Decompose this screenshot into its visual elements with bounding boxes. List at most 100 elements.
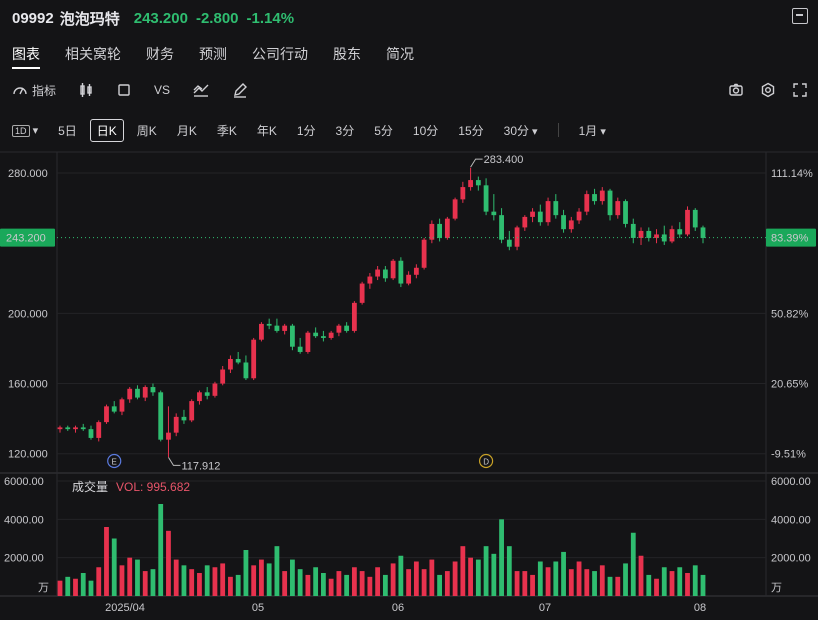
period-selector[interactable]: 1D	[12, 123, 38, 137]
volume-bar	[413, 561, 419, 596]
settings-icon[interactable]	[760, 82, 776, 98]
volume-bar	[328, 578, 334, 596]
volume-bar	[127, 557, 133, 596]
volume-bar	[599, 565, 605, 596]
candle-body	[413, 267, 419, 275]
x-axis-label: 05	[252, 602, 264, 614]
volume-bar	[700, 574, 706, 596]
volume-bar	[646, 574, 652, 596]
period-3[interactable]: 月K	[176, 123, 197, 138]
tab-6[interactable]: 简况	[386, 46, 414, 62]
indicator-label: 指标	[32, 83, 57, 98]
volume-bar	[282, 571, 288, 596]
period-separator	[557, 123, 559, 137]
period-4[interactable]: 季K	[216, 123, 237, 138]
volume-bar	[452, 561, 458, 596]
volume-bar	[375, 567, 381, 596]
candle-body	[104, 406, 109, 423]
volume-bar	[135, 559, 140, 596]
period-1[interactable]: 日K	[89, 118, 124, 142]
volume-bar	[576, 561, 582, 596]
volume-bar	[228, 576, 233, 596]
current-price: 243.200	[133, 9, 188, 27]
period-0[interactable]: 5日	[58, 123, 77, 138]
compare-button[interactable]: VS	[154, 83, 170, 97]
candle-body	[127, 388, 133, 400]
volume-bar	[398, 555, 404, 596]
volume-bar	[553, 561, 559, 596]
volume-tick-label: 6000.00	[4, 476, 44, 488]
period-7[interactable]: 3分	[335, 123, 355, 138]
candle-body	[545, 201, 551, 223]
period-9[interactable]: 10分	[412, 123, 439, 138]
period-5[interactable]: 年K	[256, 123, 277, 138]
fullscreen-icon[interactable]	[792, 82, 808, 98]
volume-bar	[537, 561, 543, 596]
indicator-button[interactable]: 指标	[12, 82, 56, 99]
tab-1[interactable]: 相关窝轮	[65, 46, 121, 62]
candle-body	[111, 406, 117, 412]
volume-bar	[104, 527, 109, 596]
volume-bar	[305, 574, 311, 596]
candle-body	[468, 180, 473, 188]
candle-body	[553, 201, 559, 216]
exit-icon[interactable]	[792, 8, 808, 24]
candle-body	[607, 190, 613, 216]
candle-body	[150, 387, 156, 393]
stock-name: 泡泡玛特	[59, 10, 120, 28]
candle-body	[685, 209, 690, 235]
volume-bar	[475, 559, 481, 596]
tab-3[interactable]: 预测	[199, 46, 227, 62]
candle-body	[259, 323, 264, 340]
tab-0[interactable]: 图表	[12, 46, 40, 62]
period-8[interactable]: 5分	[374, 123, 393, 138]
candle-body	[375, 269, 381, 277]
range-selector[interactable]: 1月	[579, 122, 606, 139]
volume-bar	[320, 573, 326, 596]
vs-label: VS	[154, 83, 171, 97]
active-tab-indicator	[12, 67, 40, 69]
square-button[interactable]	[116, 82, 132, 98]
camera-icon[interactable]	[728, 82, 744, 98]
period-11[interactable]: 30分	[504, 122, 538, 139]
volume-bar	[406, 569, 412, 596]
volume-bar	[119, 565, 125, 596]
candle-body	[499, 215, 504, 240]
candle-body	[305, 332, 311, 352]
volume-bar	[615, 576, 621, 596]
candle-body	[646, 230, 652, 238]
candle-body	[220, 369, 226, 384]
volume-bar	[421, 569, 427, 596]
volume-bar	[382, 574, 388, 596]
candle-body	[266, 323, 272, 326]
candle-body	[282, 325, 288, 331]
x-axis-label: 08	[694, 602, 706, 614]
event-marker-label: D	[483, 458, 489, 467]
period-6[interactable]: 1分	[296, 123, 316, 138]
candle-body	[73, 427, 78, 430]
volume-bar	[545, 567, 551, 596]
candle-body	[452, 199, 458, 219]
period-2[interactable]: 周K	[136, 123, 157, 138]
tab-5[interactable]: 股东	[333, 46, 361, 62]
candle-body	[359, 283, 365, 303]
volume-bar	[437, 574, 443, 596]
pencil-button[interactable]	[232, 82, 248, 98]
period-10[interactable]: 15分	[458, 123, 484, 138]
volume-tick-label: 4000.00	[4, 514, 44, 526]
candle-body	[623, 201, 628, 224]
volume-bar	[669, 571, 675, 596]
candle-body	[344, 325, 350, 331]
price-tick-label: 120.000	[8, 449, 48, 461]
candle-body	[654, 234, 659, 238]
volume-bar	[274, 546, 280, 596]
volume-bar	[506, 546, 512, 596]
volume-bar	[204, 565, 210, 596]
candle-body	[88, 429, 94, 438]
candle-body	[320, 336, 326, 338]
tab-2[interactable]: 财务	[146, 46, 174, 62]
candlestick-type-button[interactable]	[78, 82, 94, 98]
draw-line-button[interactable]	[192, 82, 210, 98]
tab-4[interactable]: 公司行动	[252, 46, 308, 62]
